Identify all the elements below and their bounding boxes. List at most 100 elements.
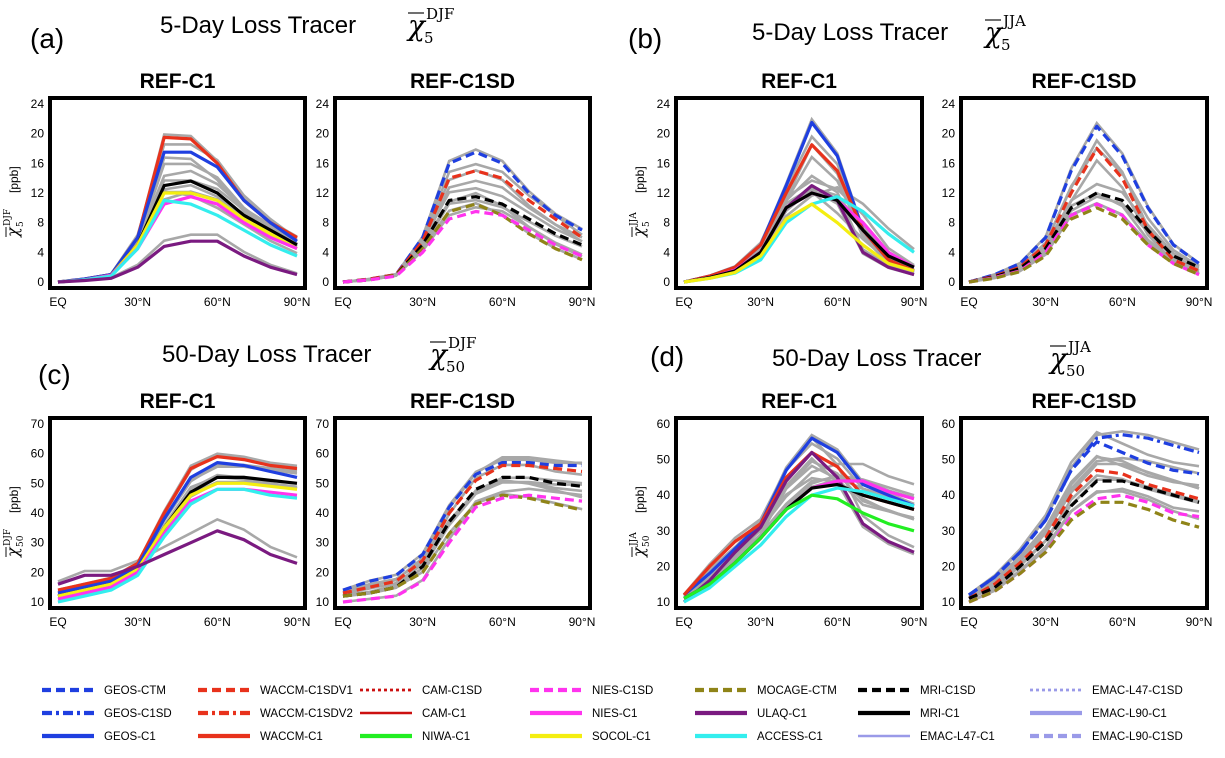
legend: GEOS-CTM GEOS-C1SD GEOS-C1 WACCM-C1SDV1 WACC… [42,685,1183,743]
legend-item: NIES-C1SD [530,685,653,697]
y-tick-label: 60 [316,447,330,461]
x-tick-label: 60°N [1109,615,1136,629]
legend-label: GEOS-C1SD [104,708,172,720]
series-line-access-c1 [57,487,298,604]
svg-text:JJA: JJA [629,532,639,547]
plot-frame [333,96,592,290]
svg-text:DJF: DJF [3,529,13,546]
legend-label: ACCESS-C1 [757,731,823,743]
x-tick-label: EQ [334,295,351,309]
y-tick-label: 24 [316,97,330,111]
panel-b: (b) 5-Day Loss Tracer χ 5JJAREF-C1048121620… [628,12,1212,309]
y-tick-label: 70 [316,417,330,431]
y-tick-label: 20 [657,559,671,573]
series-line-socol-c1 [683,202,915,284]
series-line-waccm-c1sdv1 [968,468,1200,600]
subplot-title: REF-C1 [140,70,216,93]
y-tick-label: 10 [316,595,330,609]
legend-item: CAM-C1SD [360,685,482,697]
background-model-line [968,478,1200,600]
series-line-mocage-ctm [968,500,1200,604]
plot-area [682,433,915,604]
panel-a: (a) 5-Day Loss Tracer χ 5DJFREF-C1048121620… [3,5,595,309]
tracer-symbol: χ 50 DJF [428,334,476,376]
series-line-ulaq-c1 [682,450,915,604]
legend-label: WACCM-C1 [260,731,323,743]
x-tick-label: 90°N [901,615,928,629]
x-tick-label: EQ [960,615,977,629]
y-tick-label: 50 [942,453,956,467]
x-tick-label: EQ [675,615,692,629]
legend-item: NIWA-C1 [360,731,470,743]
y-tick-label: 60 [942,417,956,431]
x-tick-label: 60°N [489,295,516,309]
series-line-ulaq-c1 [57,529,298,586]
svg-text:[ppb]: [ppb] [7,486,21,513]
y-tick-label: 50 [657,453,671,467]
legend-label: NIWA-C1 [422,731,470,743]
background-model-line [683,476,915,599]
panel-title: 5-Day Loss Tracer [160,12,356,39]
symbol-superscript: DJF [448,334,476,352]
legend-item: WACCM-C1SDV1 [198,685,353,697]
y-tick-label: 4 [37,245,44,259]
x-tick-label: 30°N [409,615,436,629]
legend-item: GEOS-C1 [42,731,156,743]
y-tick-label: 8 [948,216,955,230]
symbol-subscript: 5 [424,29,434,47]
series-line-mocage-ctm [968,206,1200,284]
svg-text:χ: χ [3,226,22,238]
background-model-line [342,205,583,284]
panel-d: (d) 50-Day Loss Tracer χ 50JJAREF-C11020304… [629,338,1212,629]
legend-item: ACCESS-C1 [695,731,823,743]
y-tick-label: 20 [316,127,330,141]
symbol-base: χ [1048,342,1069,375]
y-tick-label: 8 [663,216,670,230]
legend-item: EMAC-L90-C1 [1030,708,1167,720]
y-tick-label: 24 [657,97,671,111]
y-tick-label: 10 [942,595,956,609]
plot-frame [674,96,924,290]
x-tick-label: 60°N [1109,295,1136,309]
svg-text:χ: χ [629,546,648,558]
symbol-base: χ [406,9,427,42]
background-model-line [342,456,583,594]
tracer-symbol: χ 5 DJF [406,5,454,47]
legend-item: SOCOL-C1 [530,731,651,743]
series-line-ulaq-c1 [57,239,298,284]
legend-item: NIES-C1 [530,708,637,720]
y-tick-label: 50 [316,476,330,490]
x-tick-label: 30°N [124,615,151,629]
y-tick-label: 4 [322,245,329,259]
legend-label: CAM-C1 [422,708,466,720]
y-tick-label: 30 [316,536,330,550]
svg-text:χ: χ [629,226,648,238]
symbol-subscript: 50 [1066,362,1085,380]
y-tick-label: 20 [942,559,956,573]
y-tick-label: 16 [31,156,45,170]
x-tick-label: 30°N [409,295,436,309]
plot-area [968,120,1200,284]
background-model-line [968,462,1200,600]
y-tick-label: 30 [657,524,671,538]
subplot-title: REF-C1SD [410,390,515,413]
series-line-waccm-c1sdv1 [342,463,583,595]
x-tick-label: EQ [334,615,351,629]
y-tick-label: 12 [316,186,330,200]
legend-item: WACCM-C1 [198,731,323,743]
subplot-ref-c1sd: REF-C1SD 0 4 8 12 16 20 24 EQ 30°N 60°N 90°N [942,70,1213,309]
x-tick-label: 30°N [124,295,151,309]
series-line-geos-ctm [968,440,1200,597]
legend-label: WACCM-C1SDV2 [260,708,353,720]
series-line-geos-ctm [342,461,582,592]
series-line-geos-c1 [682,436,915,597]
legend-item: EMAC-L90-C1SD [1030,731,1183,743]
y-tick-label: 16 [657,156,671,170]
legend-label: NIES-C1 [592,708,637,720]
legend-label: ULAQ-C1 [757,708,807,720]
